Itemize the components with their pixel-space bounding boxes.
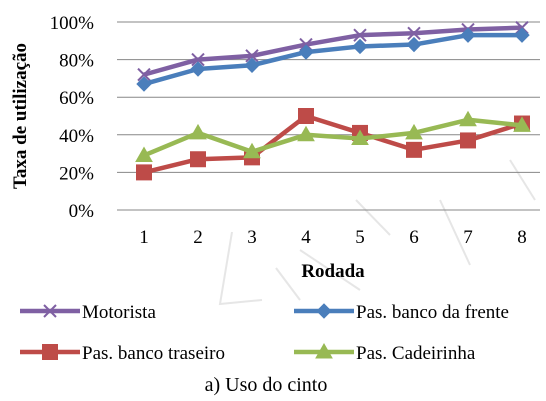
y-tick-label: 80% <box>59 51 94 72</box>
data-point <box>460 132 476 149</box>
x-tick-label: 1 <box>139 227 149 248</box>
series-group <box>135 20 531 181</box>
legend-label: Pas. Cadeirinha <box>356 343 476 364</box>
x-tick-label: 5 <box>355 227 365 248</box>
legend-item: Motorista <box>20 302 156 323</box>
x-axis-title: Rodada <box>301 261 365 282</box>
legend-item: Pas. banco da frente <box>294 302 509 323</box>
data-point <box>190 61 206 77</box>
data-point <box>190 151 206 168</box>
legend-item: Pas. Cadeirinha <box>294 342 476 364</box>
data-point <box>243 142 261 159</box>
legend-label: Pas. banco traseiro <box>82 343 225 364</box>
legend-item: Pas. banco traseiro <box>20 343 225 364</box>
data-point <box>315 342 333 359</box>
data-point <box>298 44 314 60</box>
data-point <box>43 304 57 318</box>
data-point <box>298 108 314 124</box>
y-tick-label: 100% <box>50 13 95 34</box>
legend-label: Pas. banco da frente <box>356 302 509 323</box>
x-tick-labels: 1 2 3 4 5 6 7 8 <box>139 227 527 248</box>
y-tick-labels: 0% 20% 40% 60% 80% 100% <box>50 13 95 222</box>
series-line <box>143 113 523 175</box>
x-tick-label: 4 <box>301 227 311 248</box>
series-line <box>143 25 523 77</box>
series <box>136 108 530 181</box>
y-tick-label: 0% <box>69 201 95 222</box>
data-point <box>136 164 152 181</box>
data-point <box>316 303 332 319</box>
legend: Motorista Pas. banco da frente Pas. banco … <box>20 302 509 364</box>
data-point <box>352 38 368 55</box>
data-point <box>136 76 152 92</box>
series-line <box>143 32 522 87</box>
data-point <box>245 49 259 63</box>
chart-caption: a) Uso do cinto <box>205 374 328 396</box>
data-point <box>513 116 531 132</box>
data-point <box>406 36 422 53</box>
data-point <box>189 123 207 140</box>
data-point <box>191 52 205 67</box>
data-point <box>405 123 423 140</box>
data-point <box>244 57 260 73</box>
data-point <box>406 141 422 158</box>
y-tick-label: 60% <box>59 88 94 109</box>
data-point <box>137 67 151 82</box>
data-point <box>297 125 315 142</box>
data-point <box>135 146 153 162</box>
data-point <box>407 26 421 40</box>
x-tick-label: 2 <box>193 227 203 248</box>
data-point <box>351 129 369 146</box>
data-point <box>459 110 477 127</box>
x-tick-label: 6 <box>409 227 419 248</box>
y-tick-label: 20% <box>59 163 94 184</box>
series-line <box>143 117 523 158</box>
data-point <box>460 27 476 43</box>
series <box>136 27 530 92</box>
y-tick-label: 40% <box>59 126 94 147</box>
x-tick-label: 3 <box>247 227 257 248</box>
data-point <box>42 344 58 360</box>
legend-label: Motorista <box>82 302 156 323</box>
y-axis-title: Taxa de utilização <box>10 43 31 189</box>
data-point <box>514 27 530 43</box>
series <box>135 110 531 162</box>
x-tick-label: 8 <box>517 227 527 248</box>
watermark <box>218 159 536 306</box>
x-tick-label: 7 <box>463 227 473 248</box>
data-point <box>353 28 367 42</box>
